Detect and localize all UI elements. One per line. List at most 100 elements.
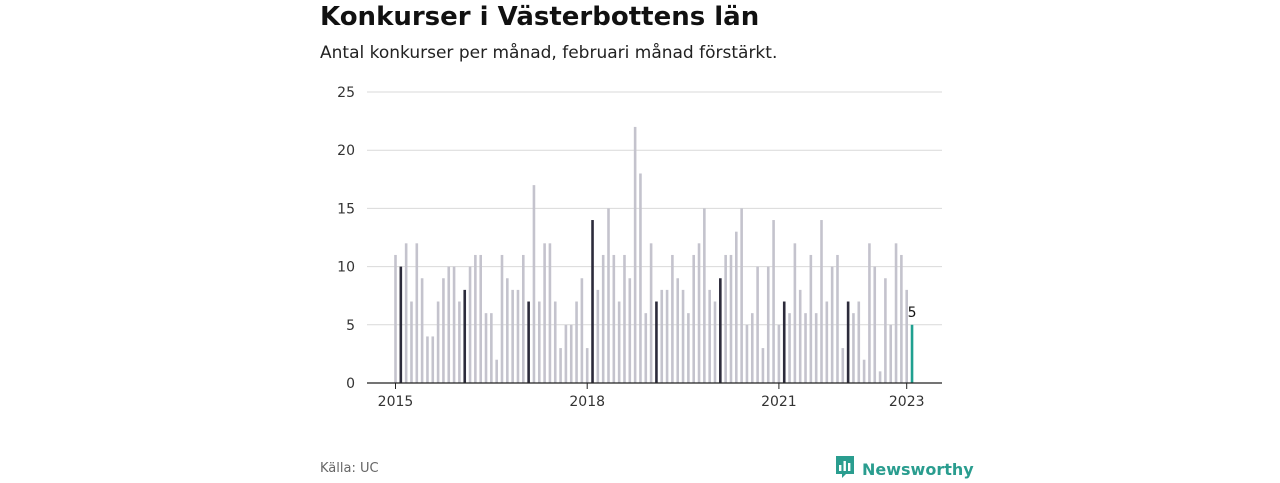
bar bbox=[676, 278, 680, 383]
bar bbox=[516, 289, 520, 383]
bar bbox=[447, 266, 451, 383]
bar bbox=[750, 313, 754, 383]
bar bbox=[772, 220, 775, 383]
bar bbox=[596, 289, 600, 383]
bar-february bbox=[846, 301, 850, 383]
bar bbox=[830, 266, 834, 383]
newsworthy-logo-icon bbox=[834, 455, 856, 483]
gridlines bbox=[367, 91, 942, 326]
bar bbox=[575, 301, 578, 383]
bar bbox=[543, 243, 546, 383]
bar-february bbox=[463, 289, 467, 383]
bar bbox=[798, 289, 802, 383]
bar bbox=[569, 324, 573, 383]
bar bbox=[724, 254, 727, 383]
bar bbox=[687, 313, 690, 383]
bar bbox=[452, 266, 456, 383]
bar bbox=[468, 266, 472, 383]
y-tick-label: 0 bbox=[346, 376, 355, 392]
data-labels: 5 bbox=[908, 305, 917, 321]
bar bbox=[623, 254, 626, 383]
bar bbox=[415, 243, 419, 383]
bar bbox=[766, 266, 770, 383]
bar bbox=[692, 254, 695, 383]
bar-february bbox=[591, 220, 594, 383]
bar-latest bbox=[910, 324, 914, 383]
bar bbox=[857, 301, 861, 383]
bar bbox=[564, 324, 568, 383]
brand-name: Newsworthy bbox=[862, 459, 974, 479]
bar bbox=[788, 313, 791, 383]
bar bbox=[553, 301, 557, 383]
bar-february bbox=[782, 301, 786, 383]
bar bbox=[585, 348, 589, 383]
bar bbox=[426, 336, 429, 383]
x-tick-label: 2023 bbox=[889, 394, 925, 410]
bar bbox=[681, 289, 685, 383]
bar bbox=[410, 301, 413, 383]
bar bbox=[394, 254, 397, 383]
bar bbox=[900, 254, 903, 383]
y-tick-label: 25 bbox=[337, 85, 355, 101]
bar bbox=[420, 278, 424, 383]
bar bbox=[777, 324, 781, 383]
y-axis-ticks: 0 5 10 15 20 25 bbox=[337, 85, 355, 392]
x-tick-label: 2015 bbox=[378, 394, 414, 410]
bar bbox=[862, 359, 866, 383]
source-note: Källa: UC bbox=[320, 461, 379, 476]
bar bbox=[660, 289, 664, 383]
bar bbox=[878, 371, 882, 383]
bar-february bbox=[527, 301, 530, 383]
bar bbox=[639, 173, 642, 383]
bar bbox=[580, 278, 584, 383]
bar bbox=[495, 359, 498, 383]
bar bbox=[537, 301, 541, 383]
bar bbox=[809, 254, 813, 383]
x-tick-label: 2018 bbox=[569, 394, 605, 410]
bar-february bbox=[655, 301, 658, 383]
bar bbox=[511, 289, 514, 383]
brand-logo[interactable]: Newsworthy bbox=[834, 455, 974, 483]
bar-chart: 0 5 10 15 20 25 2015 2018 2021 2023 5 bbox=[337, 85, 942, 410]
bar bbox=[665, 289, 669, 383]
bar bbox=[825, 301, 829, 383]
bar bbox=[852, 313, 855, 383]
bar bbox=[713, 301, 717, 383]
bar bbox=[607, 208, 610, 383]
bar bbox=[522, 254, 525, 383]
bars bbox=[394, 126, 914, 384]
bar bbox=[820, 220, 823, 383]
bar bbox=[889, 324, 893, 383]
bar bbox=[756, 266, 759, 383]
bar bbox=[506, 278, 509, 383]
bar-february bbox=[399, 266, 403, 383]
bar bbox=[601, 254, 605, 383]
bar bbox=[644, 313, 648, 383]
bar bbox=[836, 254, 839, 383]
bar bbox=[649, 243, 653, 383]
bar bbox=[703, 208, 706, 383]
bar bbox=[612, 254, 616, 383]
bar bbox=[841, 348, 845, 383]
latest-value-label: 5 bbox=[908, 305, 917, 321]
bar bbox=[761, 348, 765, 383]
bar bbox=[708, 289, 711, 383]
bar bbox=[873, 266, 877, 383]
bar bbox=[404, 243, 408, 383]
bar bbox=[532, 185, 536, 383]
bar bbox=[793, 243, 797, 383]
bar bbox=[628, 278, 632, 383]
bar bbox=[804, 313, 807, 383]
bar bbox=[894, 243, 898, 383]
bar bbox=[633, 126, 637, 384]
bar bbox=[740, 208, 743, 383]
bar bbox=[868, 243, 871, 383]
x-axis-ticks: 2015 2018 2021 2023 bbox=[378, 383, 925, 410]
chart-title: Konkurser i Västerbottens län bbox=[320, 2, 760, 32]
bar bbox=[458, 301, 461, 383]
bar bbox=[474, 254, 477, 383]
y-tick-label: 20 bbox=[337, 143, 355, 159]
bar bbox=[431, 336, 435, 383]
bar bbox=[436, 301, 440, 383]
bar bbox=[814, 313, 818, 383]
